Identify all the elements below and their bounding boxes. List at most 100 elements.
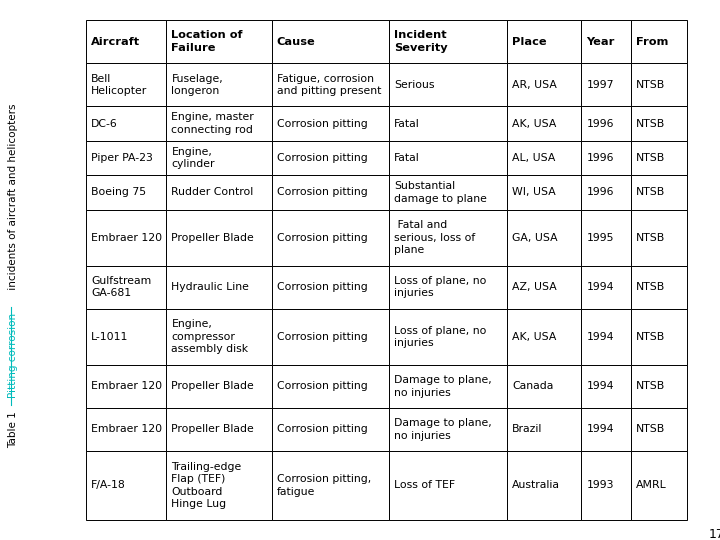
Bar <box>507 175 581 210</box>
Text: NTSB: NTSB <box>636 118 665 129</box>
Text: Engine,
compressor
assembly disk: Engine, compressor assembly disk <box>171 319 248 354</box>
Bar <box>581 175 631 210</box>
Bar <box>271 408 390 451</box>
Text: Aircraft: Aircraft <box>91 37 140 46</box>
Bar <box>86 408 166 451</box>
Bar <box>166 210 271 266</box>
Bar <box>390 365 507 408</box>
Bar <box>166 175 271 210</box>
Bar <box>507 309 581 365</box>
Bar <box>271 309 390 365</box>
Text: Embraer 120: Embraer 120 <box>91 381 162 391</box>
Bar <box>390 309 507 365</box>
Bar <box>271 365 390 408</box>
Bar <box>166 141 271 175</box>
Bar <box>390 210 507 266</box>
Text: 1993: 1993 <box>586 481 614 490</box>
Text: Corrosion pitting: Corrosion pitting <box>276 424 367 434</box>
Text: AR, USA: AR, USA <box>512 80 557 90</box>
Bar <box>166 451 271 520</box>
Bar <box>581 408 631 451</box>
Text: Fatal and
serious, loss of
plane: Fatal and serious, loss of plane <box>395 220 476 255</box>
Text: Pitting corrosion: Pitting corrosion <box>8 313 18 399</box>
Text: Corrosion pitting: Corrosion pitting <box>276 187 367 198</box>
Bar <box>631 63 687 106</box>
Text: Fatal: Fatal <box>395 118 420 129</box>
Text: DC-6: DC-6 <box>91 118 118 129</box>
Bar <box>271 63 390 106</box>
Bar <box>86 451 166 520</box>
Bar <box>507 451 581 520</box>
Bar <box>271 266 390 309</box>
Bar <box>507 365 581 408</box>
Bar <box>631 365 687 408</box>
Bar <box>166 63 271 106</box>
Text: 1996: 1996 <box>586 187 614 198</box>
Text: AL, USA: AL, USA <box>512 153 555 163</box>
Bar <box>507 266 581 309</box>
Bar <box>507 20 581 63</box>
Text: NTSB: NTSB <box>636 282 665 292</box>
Text: Trailing-edge
Flap (TEF)
Outboard
Hinge Lug: Trailing-edge Flap (TEF) Outboard Hinge … <box>171 462 242 509</box>
Text: 1994: 1994 <box>586 282 614 292</box>
Bar <box>581 106 631 141</box>
Bar <box>86 106 166 141</box>
Bar <box>581 20 631 63</box>
Bar <box>390 106 507 141</box>
Bar <box>86 210 166 266</box>
Bar <box>86 309 166 365</box>
Text: Location of
Failure: Location of Failure <box>171 30 243 53</box>
Text: NTSB: NTSB <box>636 332 665 342</box>
Text: 1996: 1996 <box>586 153 614 163</box>
Bar <box>581 210 631 266</box>
Bar <box>507 141 581 175</box>
Bar <box>271 141 390 175</box>
Bar <box>581 451 631 520</box>
Bar <box>390 63 507 106</box>
Bar <box>86 141 166 175</box>
Bar <box>390 408 507 451</box>
Text: Year: Year <box>586 37 615 46</box>
Bar <box>631 141 687 175</box>
Text: AK, USA: AK, USA <box>512 332 557 342</box>
Text: NTSB: NTSB <box>636 80 665 90</box>
Text: Cause: Cause <box>276 37 315 46</box>
Bar <box>507 106 581 141</box>
Bar <box>631 266 687 309</box>
Bar <box>507 408 581 451</box>
Text: Australia: Australia <box>512 481 560 490</box>
Text: Gulfstream
GA-681: Gulfstream GA-681 <box>91 276 151 299</box>
Bar <box>390 266 507 309</box>
Bar <box>581 141 631 175</box>
Text: 1996: 1996 <box>586 118 614 129</box>
Bar <box>581 63 631 106</box>
Bar <box>507 210 581 266</box>
Text: From: From <box>636 37 668 46</box>
Text: Loss of plane, no
injuries: Loss of plane, no injuries <box>395 276 487 299</box>
Bar <box>390 141 507 175</box>
Text: Canada: Canada <box>512 381 554 391</box>
Text: Damage to plane,
no injuries: Damage to plane, no injuries <box>395 375 492 397</box>
Text: incidents of aircraft and helicopters: incidents of aircraft and helicopters <box>8 104 18 293</box>
Text: Engine,
cylinder: Engine, cylinder <box>171 147 215 169</box>
Text: Loss of plane, no
injuries: Loss of plane, no injuries <box>395 326 487 348</box>
Bar <box>390 175 507 210</box>
Text: Propeller Blade: Propeller Blade <box>171 381 254 391</box>
Text: NTSB: NTSB <box>636 153 665 163</box>
Text: Place: Place <box>512 37 546 46</box>
Text: AMRL: AMRL <box>636 481 667 490</box>
Bar <box>631 106 687 141</box>
Bar <box>86 266 166 309</box>
Bar <box>86 63 166 106</box>
Bar <box>166 106 271 141</box>
Text: L-1011: L-1011 <box>91 332 128 342</box>
Text: Fatigue, corrosion
and pitting present: Fatigue, corrosion and pitting present <box>276 73 381 96</box>
Text: NTSB: NTSB <box>636 381 665 391</box>
Text: Serious: Serious <box>395 80 435 90</box>
Text: NTSB: NTSB <box>636 187 665 198</box>
Text: NTSB: NTSB <box>636 233 665 242</box>
Text: Engine, master
connecting rod: Engine, master connecting rod <box>171 112 254 134</box>
Bar <box>166 266 271 309</box>
Text: WI, USA: WI, USA <box>512 187 556 198</box>
Text: 1995: 1995 <box>586 233 614 242</box>
